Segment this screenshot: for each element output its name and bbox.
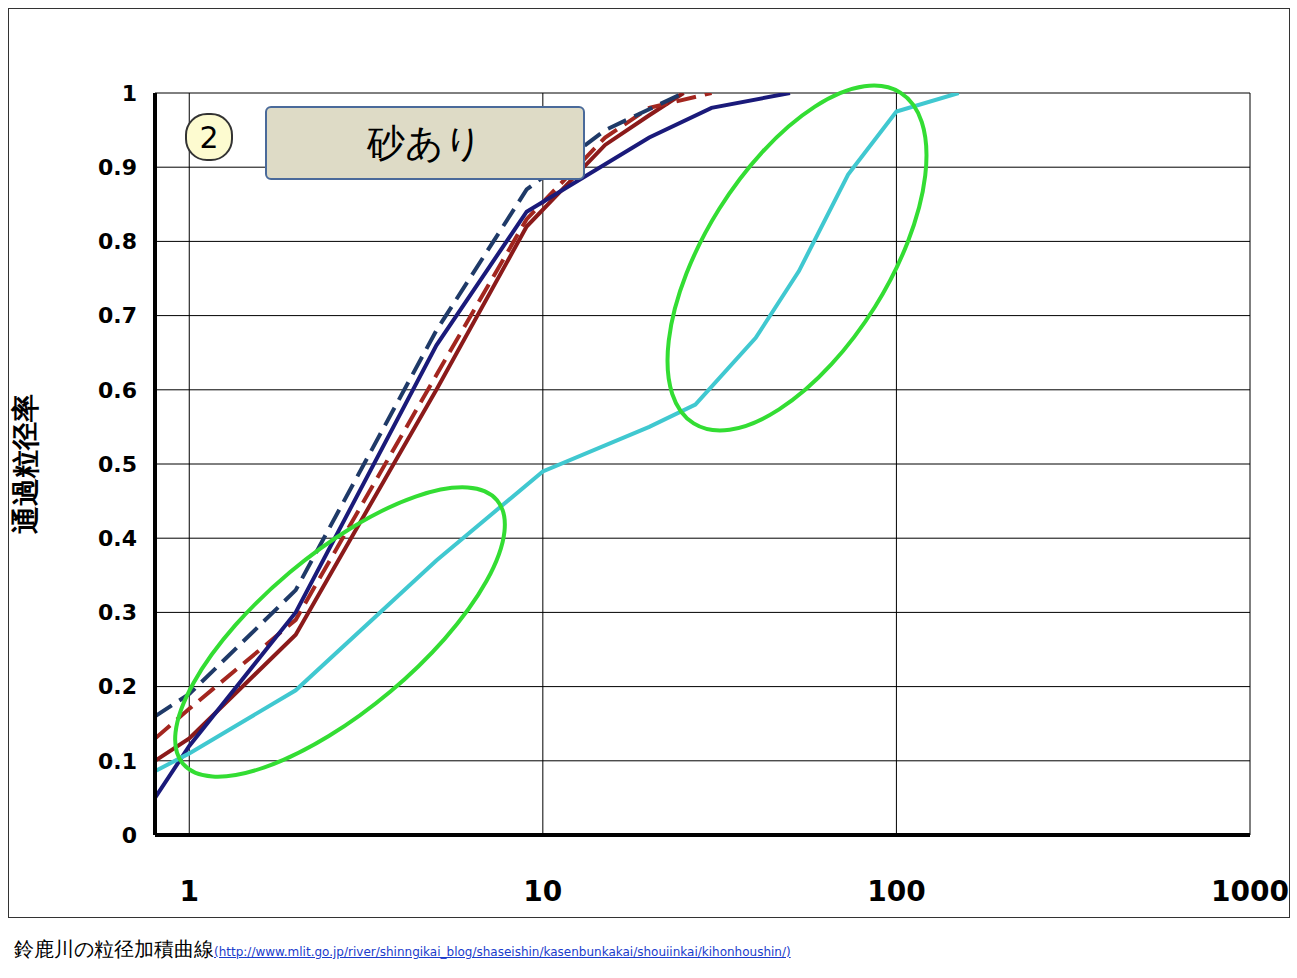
svg-text:0.1: 0.1 — [98, 749, 137, 774]
svg-text:100: 100 — [867, 875, 925, 908]
html-text:鈴鹿川の粒径加積曲線(http://www.mlit.go.: 鈴鹿川の粒径加積曲線(http://www.mlit.go.jp/river/s… — [14, 937, 791, 961]
html-text:砂あり: 砂あり — [367, 120, 483, 165]
svg-text:1: 1 — [122, 81, 137, 106]
svg-text:0.3: 0.3 — [98, 600, 137, 625]
svg-text:0.8: 0.8 — [98, 229, 137, 254]
svg-text:0.5: 0.5 — [98, 452, 137, 477]
html-text:2: 2 — [199, 119, 219, 155]
svg-text:0.6: 0.6 — [98, 378, 137, 403]
svg-text:0.2: 0.2 — [98, 674, 137, 699]
svg-text:1000: 1000 — [1211, 875, 1289, 908]
svg-text:10: 10 — [523, 875, 562, 908]
svg-text:0.4: 0.4 — [98, 526, 137, 551]
svg-text:0: 0 — [122, 823, 137, 848]
svg-text:0.7: 0.7 — [98, 303, 137, 328]
svg-text:1: 1 — [180, 875, 199, 908]
svg-text:通過粒径率: 通過粒径率 — [9, 394, 42, 534]
svg-text:0.9: 0.9 — [98, 155, 137, 180]
